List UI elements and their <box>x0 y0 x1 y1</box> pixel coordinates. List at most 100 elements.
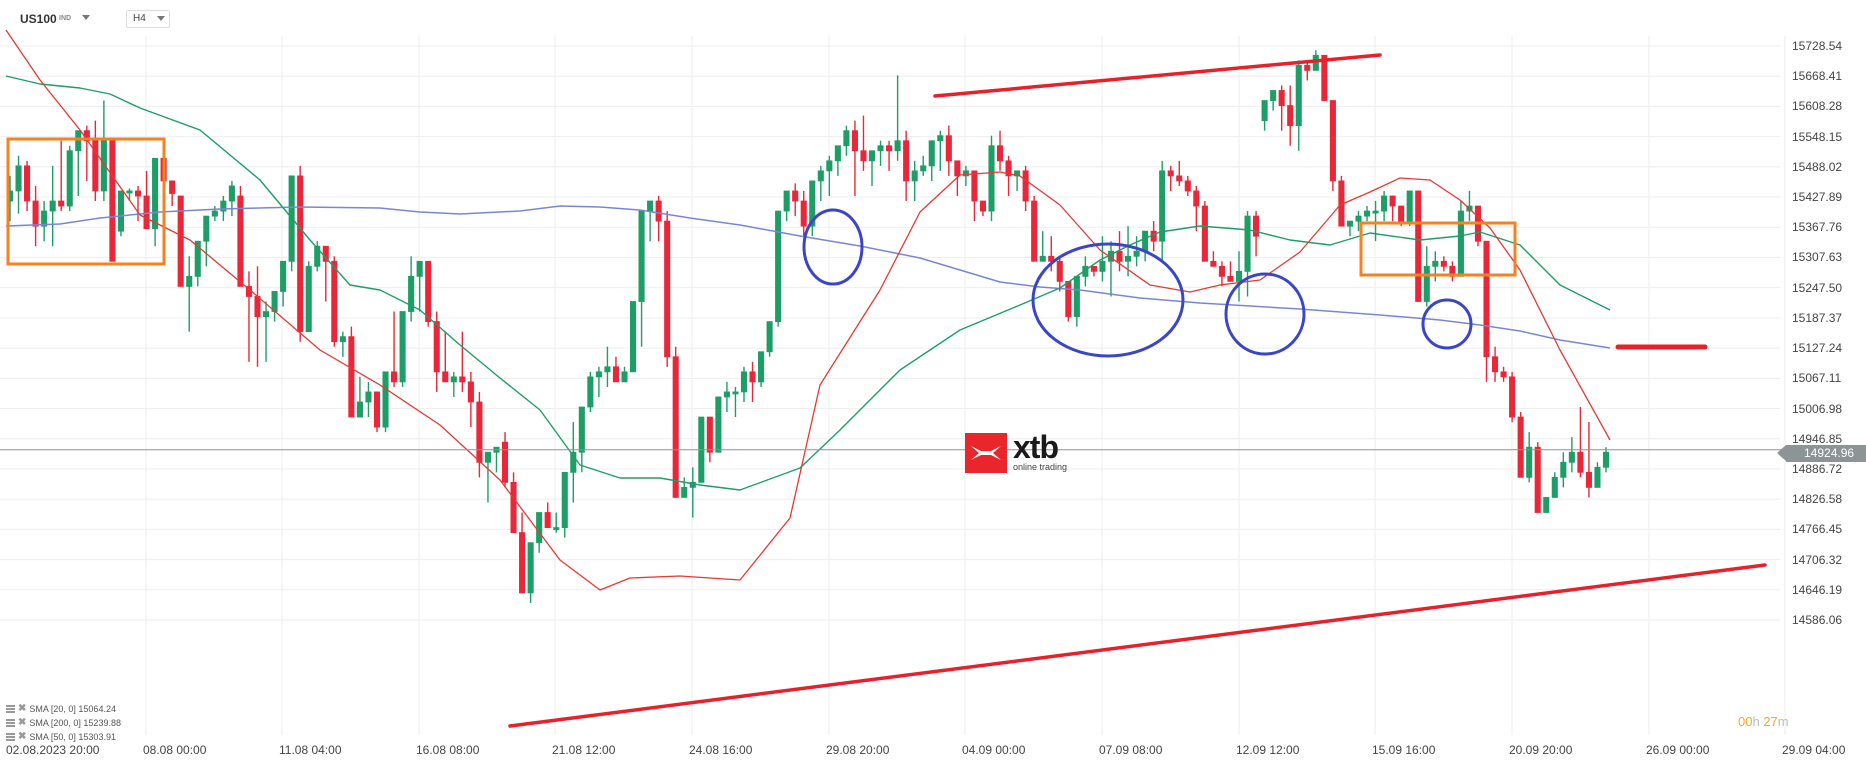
candle-body <box>1406 190 1413 222</box>
candle-body <box>868 150 876 162</box>
candle-body <box>408 275 415 312</box>
candle-body <box>851 130 858 152</box>
indicator-settings-icon[interactable] <box>6 705 15 713</box>
indicator-legend: ✖ SMA [20, 0] 15064.24 ✖ SMA [200, 0] 15… <box>6 702 121 744</box>
indicator-label: SMA [50, 0] 15303.91 <box>29 732 116 742</box>
candle-body <box>1551 476 1558 498</box>
candle-body <box>450 376 457 383</box>
candle-body <box>58 200 65 207</box>
candle-body <box>996 145 1004 162</box>
candle-body <box>638 210 645 302</box>
candle-body <box>169 180 176 194</box>
candle-body <box>536 512 543 544</box>
timeframe-select[interactable]: H4 <box>126 10 170 28</box>
candle-body <box>1577 451 1584 473</box>
trendline <box>508 563 1767 728</box>
candle-body <box>766 321 773 353</box>
candle-body <box>476 401 483 463</box>
time-axis-label: 11.08 04:00 <box>279 743 342 757</box>
time-axis-label: 24.08 16:00 <box>689 743 753 757</box>
candle-countdown: 00h 27m <box>1738 714 1789 729</box>
candle-body <box>49 200 56 212</box>
candle-body <box>1167 170 1174 177</box>
candle-body <box>1073 275 1080 317</box>
candle-body <box>399 311 406 383</box>
chart-toolbar: US100 IND H4 <box>0 0 1866 36</box>
indicator-settings-icon[interactable] <box>6 719 15 727</box>
symbol-name[interactable]: US100 <box>20 12 57 26</box>
candle-body <box>826 160 833 172</box>
candle-body <box>1526 446 1533 478</box>
candle-body <box>809 180 816 227</box>
candle-body <box>1184 180 1191 192</box>
candle-body <box>1355 215 1362 222</box>
time-axis-label: 08.08 00:00 <box>143 743 207 757</box>
candle-body <box>519 532 526 594</box>
candle-body <box>570 451 577 473</box>
candle-body <box>1295 64 1302 127</box>
candle-body <box>715 396 722 453</box>
candle-body <box>1483 240 1490 358</box>
candle-body <box>1253 215 1260 237</box>
candle-body <box>792 190 799 202</box>
candle-body <box>655 200 662 222</box>
countdown-minutes-unit: m <box>1777 714 1789 729</box>
indicator-sma50: ✖ SMA [50, 0] 15303.91 <box>6 730 121 744</box>
candle-body <box>1039 255 1046 262</box>
candle-body <box>1398 205 1405 222</box>
annotation-ellipse <box>1421 298 1473 350</box>
candle-body <box>920 165 927 172</box>
remove-indicator-icon[interactable]: ✖ <box>18 703 27 714</box>
price-axis-label: 14886.72 <box>1792 461 1843 476</box>
candle-body <box>143 195 150 230</box>
candle-body <box>382 371 389 428</box>
price-axis-label: 15006.98 <box>1792 401 1843 416</box>
candle-body <box>459 376 466 383</box>
candle-body <box>723 391 730 398</box>
candle-body <box>416 260 423 277</box>
candle-body <box>92 140 99 192</box>
candle-body <box>484 451 491 463</box>
candle-body <box>75 130 82 152</box>
price-axis-label: 15728.54 <box>1792 39 1843 53</box>
candle-body <box>578 406 585 453</box>
indicator-settings-icon[interactable] <box>6 733 15 741</box>
price-axis-label: 15427.89 <box>1792 190 1843 205</box>
price-axis-label: 15548.15 <box>1792 129 1843 144</box>
candle-body <box>647 200 654 212</box>
time-axis-label: 15.09 16:00 <box>1372 743 1436 757</box>
countdown-hours: 00 <box>1738 714 1753 729</box>
candle-body <box>331 260 338 343</box>
candle-body <box>911 170 918 182</box>
candle-body <box>237 195 244 287</box>
candle-body <box>817 170 824 182</box>
candle-body <box>758 351 765 383</box>
symbol-dropdown-chevron-icon[interactable] <box>82 15 90 20</box>
candle-body <box>1065 281 1072 317</box>
candle-body <box>877 145 884 152</box>
candle-body <box>24 165 31 202</box>
candle-body <box>740 371 748 393</box>
time-axis-label: 26.09 00:00 <box>1646 743 1710 757</box>
candle-body <box>1048 255 1055 262</box>
candle-body <box>339 336 346 343</box>
indicator-label: SMA [20, 0] 15064.24 <box>29 704 116 714</box>
candle-body <box>1056 260 1063 282</box>
price-axis-label: 15187.37 <box>1792 310 1843 325</box>
candle-body <box>1270 90 1277 101</box>
annotation-ellipse <box>1224 272 1306 356</box>
time-axis-label: 02.08.2023 20:00 <box>6 743 100 757</box>
candle-body <box>1244 215 1251 272</box>
candle-body <box>886 145 893 152</box>
remove-indicator-icon[interactable]: ✖ <box>18 717 27 728</box>
candle-body <box>527 542 534 594</box>
candle-body <box>271 291 278 312</box>
candle-body <box>1457 210 1464 277</box>
candle-body <box>117 190 124 232</box>
remove-indicator-icon[interactable]: ✖ <box>18 731 27 742</box>
countdown-hours-unit: h <box>1752 714 1760 729</box>
candle-body <box>783 190 790 212</box>
candle-body <box>1321 54 1328 101</box>
candle-body <box>152 157 159 230</box>
